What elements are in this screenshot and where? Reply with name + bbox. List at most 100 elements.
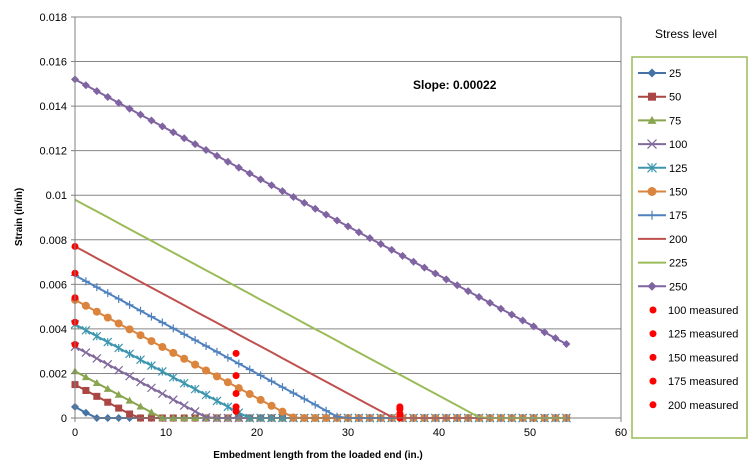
data-point [114,343,124,353]
data-point [191,336,200,345]
legend-item: 175 [638,210,687,222]
legend-item: 200 measured [649,400,738,412]
data-point [201,390,211,400]
data-point [453,281,462,290]
legend-swatch [649,306,657,314]
data-point [256,175,265,184]
x-tick-label: 30 [342,427,354,439]
data-point [147,361,156,371]
legend-label: 175 measured [668,376,738,388]
data-point [223,402,233,412]
data-point [125,396,134,404]
data-point [125,300,134,309]
data-point [103,337,113,347]
legend-label: 75 [669,115,681,127]
data-point [540,328,549,337]
data-point [136,355,145,365]
legend-label: 25 [669,68,681,80]
legend-label: 200 [669,234,687,246]
data-point [103,93,112,102]
data-point [147,337,156,346]
legend-item: 125 [638,163,687,175]
data-point [115,404,123,412]
data-point [190,384,200,394]
data-point [168,395,178,405]
data-point [190,406,200,416]
data-point [485,298,494,307]
data-point [81,277,90,286]
data-point [647,210,657,220]
data-point [647,68,657,78]
data-point [365,234,374,243]
legend-label: 125 [669,163,687,175]
legend-label: 50 [669,92,681,104]
y-tick-label: 0.018 [39,12,67,24]
data-point [103,384,112,392]
data-point [333,216,342,225]
x-axis-title: Embedment length from the loaded end (in… [213,450,422,461]
data-point [647,162,657,173]
legend-swatch [649,401,657,409]
data-point [136,306,145,315]
data-point [158,318,167,327]
plot-area [75,17,621,418]
legend-item: 150 [638,187,687,199]
data-point [125,371,135,381]
data-point [398,251,407,260]
data-point [81,325,91,335]
data-point [529,322,538,331]
data-point [92,331,102,341]
data-point [180,330,189,339]
data-point [496,304,505,313]
data-point [647,115,657,124]
y-tick-label: 0.008 [39,235,67,247]
data-point [103,359,113,369]
data-point [92,87,101,96]
data-point [103,289,112,298]
data-point [245,365,254,374]
legend-item: 225 [638,258,687,270]
data-point [125,325,134,334]
data-point [267,401,276,410]
data-point [169,128,178,137]
legend-item: 175 measured [649,376,738,388]
legend-item: 200 [638,234,687,246]
data-point [212,372,221,381]
legend-label: 100 measured [668,305,738,317]
data-point [212,396,222,406]
data-point [256,395,265,404]
y-tick-label: 0.012 [39,146,67,158]
legend-swatch [649,377,657,385]
data-point [93,392,101,400]
data-point [376,240,385,249]
data-point [114,365,124,375]
measured-point [232,349,240,357]
data-point [551,334,560,343]
legend-swatch [649,330,657,338]
data-point [147,408,156,416]
data-point [212,151,221,160]
data-point [322,406,331,415]
legend-label: 200 measured [668,400,738,412]
data-point [81,81,90,90]
legend-item: 25 [638,68,681,80]
data-point [125,104,134,113]
data-point [191,360,200,369]
data-point [234,359,243,368]
data-point [136,377,145,387]
data-point [179,378,189,388]
y-tick-label: 0.004 [39,324,67,336]
data-point [180,354,189,363]
data-point [278,187,287,196]
data-point [300,394,309,403]
data-point [202,145,211,154]
data-point [267,377,276,386]
data-point [648,92,656,101]
data-point [114,390,123,398]
data-point [311,400,320,409]
data-point [147,312,156,321]
data-point [158,342,167,351]
data-point [311,204,320,213]
x-tick-label: 0 [72,427,78,439]
data-point [322,210,331,219]
